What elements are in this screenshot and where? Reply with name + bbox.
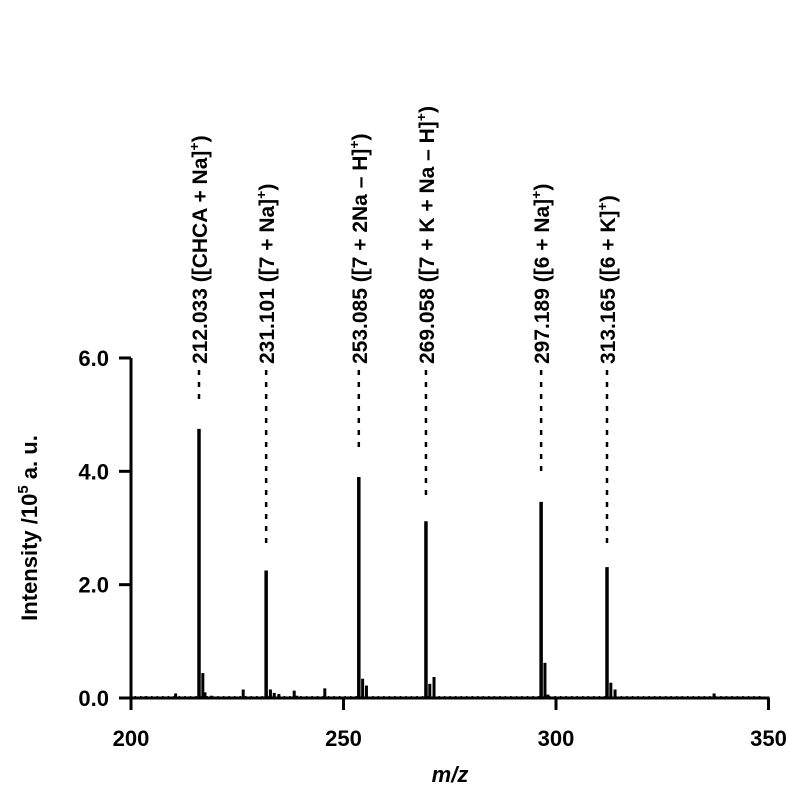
peak-annotation: 269.058 ([7 + K + Na – H]+) bbox=[413, 106, 439, 364]
y-axis-title-main: Intensity /10 bbox=[17, 494, 42, 621]
y-axis-title: Intensity /105 a. u. bbox=[15, 435, 42, 621]
peak-annotation: 313.165 ([6 + K]+) bbox=[594, 195, 620, 364]
peak-annotation: 231.101 ([7 + Na]+) bbox=[253, 184, 279, 364]
x-axis-title: m/z bbox=[432, 762, 469, 787]
y-tick-label: 2.0 bbox=[78, 573, 109, 598]
x-tick-label: 200 bbox=[113, 726, 150, 751]
y-tick-label: 0.0 bbox=[78, 686, 109, 711]
x-tick-label: 350 bbox=[750, 726, 787, 751]
y-tick-label: 6.0 bbox=[78, 346, 109, 371]
y-axis-title-tail: a. u. bbox=[17, 435, 42, 485]
peak-annotation: 212.033 ([CHCA + Na]+) bbox=[186, 135, 212, 364]
peaks bbox=[134, 428, 761, 698]
peak-annotation: 253.085 ([7 + 2Na – H]+) bbox=[346, 133, 372, 364]
x-tick-label: 300 bbox=[538, 726, 575, 751]
x-tick-label: 250 bbox=[325, 726, 362, 751]
y-axis-title-sup: 5 bbox=[15, 485, 32, 493]
y-tick-label: 4.0 bbox=[78, 459, 109, 484]
peak-annotations: 212.033 ([CHCA + Na]+) 231.101 ([7 + Na]+… bbox=[186, 106, 620, 547]
peak-annotation: 297.189 ([6 + Na]+) bbox=[528, 184, 554, 364]
